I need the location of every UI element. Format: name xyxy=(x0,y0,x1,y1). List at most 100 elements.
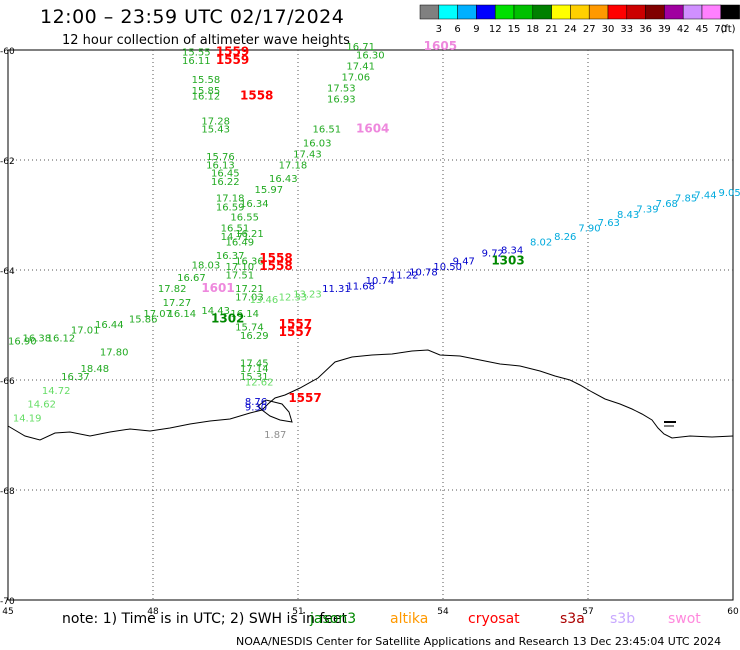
wave-height-label: 7.85 xyxy=(675,193,697,204)
color-scale-label: 33 xyxy=(620,24,633,35)
color-scale-label: 39 xyxy=(658,24,671,35)
wave-height-label: 15.55 xyxy=(182,48,211,59)
wave-height-label: 18.48 xyxy=(81,364,110,375)
coastline xyxy=(7,349,734,441)
color-scale-bar: 3 6 9 12 15 18 21 24 27 30 33 36 39 42 45 70(ft) xyxy=(419,4,740,35)
color-scale-label: 42 xyxy=(677,24,690,35)
color-scale-label: 27 xyxy=(583,24,596,35)
wave-height-label: 16.36 xyxy=(235,257,264,268)
wave-height-label: 17.07 xyxy=(143,309,172,320)
wave-height-label: 16.43 xyxy=(269,174,298,185)
lat-tick-label: -62 xyxy=(0,157,15,167)
satellite-legend-s3a: s3a xyxy=(560,611,585,627)
wave-height-label: 9.05 xyxy=(719,188,740,199)
wave-height-label: 16.30 xyxy=(356,50,385,61)
wave-height-label: 14.62 xyxy=(27,400,56,411)
wave-height-label: 10.74 xyxy=(366,276,395,287)
wave-height-label: 17.14 xyxy=(240,364,269,375)
wave-height-label: 16.44 xyxy=(95,320,124,331)
wave-height-label: 13.46 xyxy=(250,295,279,306)
lat-tick-label: -68 xyxy=(0,487,15,497)
wave-height-label: 16.03 xyxy=(303,138,332,149)
satellite-legend-jason3: jason3 xyxy=(310,611,357,627)
altimeter-map: 45 48 51 54 57 60 -60 -62 -64 -66 -68 -70 15.5516.11… xyxy=(0,39,740,617)
wave-height-label: 15.76 xyxy=(206,152,235,163)
wave-height-label: 14.19 xyxy=(13,413,42,424)
wave-height-label: 16.37 xyxy=(61,372,90,383)
wave-height-label: 14.71 xyxy=(221,232,250,243)
wave-height-label: 14.43 xyxy=(201,306,230,317)
wave-height-label: 18.03 xyxy=(192,260,221,271)
wave-height-label: 9.47 xyxy=(453,257,475,268)
wave-height-label: 16.93 xyxy=(327,94,356,105)
wave-height-label: 16.51 xyxy=(313,125,342,136)
wave-height-label: 10.78 xyxy=(409,268,438,279)
color-scale-label: 9 xyxy=(473,24,479,35)
wave-height-label: 11.68 xyxy=(346,281,375,292)
wave-height-label: 13.23 xyxy=(293,290,322,301)
lon-tick-label: 45 xyxy=(2,607,13,617)
wave-height-label: 15.31 xyxy=(240,372,269,383)
color-scale-unit: (ft) xyxy=(721,24,736,35)
pass-number-label: 1303 xyxy=(491,254,524,268)
lat-tick-label: -60 xyxy=(0,47,15,57)
wave-height-label: 15.58 xyxy=(192,75,221,86)
map-title: 12:00 – 23:59 UTC 02/17/2024 xyxy=(40,6,345,28)
lon-tick-label: 57 xyxy=(582,607,593,617)
lat-tick-label: -70 xyxy=(0,597,15,607)
pass-number-label: 1601 xyxy=(201,281,234,295)
wave-height-label: 7.68 xyxy=(656,199,678,210)
pass-number-label: 1558 xyxy=(240,89,273,103)
wave-height-label: 15.97 xyxy=(255,185,284,196)
wave-height-label: 16.29 xyxy=(240,331,269,342)
wave-height-label: 17.82 xyxy=(158,284,187,295)
wave-height-label: 16.22 xyxy=(211,177,240,188)
wave-height-label: 16.90 xyxy=(8,336,37,347)
map-frame xyxy=(7,49,734,601)
wave-height-label: 17.41 xyxy=(346,61,375,72)
wave-height-label: 17.80 xyxy=(100,347,129,358)
lat-tick-label: -64 xyxy=(0,267,15,277)
wave-height-label: 17.18 xyxy=(216,193,245,204)
wave-height-label: 16.11 xyxy=(182,56,211,67)
color-scale-label: 30 xyxy=(602,24,615,35)
lon-tick-label: 51 xyxy=(292,607,303,617)
wave-height-label: 7.90 xyxy=(578,224,600,235)
wave-height-label: 9.30 xyxy=(245,402,267,413)
color-scale-label: 12 xyxy=(489,24,502,35)
satellite-legend-altika: altika xyxy=(390,611,429,627)
wave-height-label: 16.67 xyxy=(177,273,206,284)
wave-height-label: 17.43 xyxy=(293,149,322,160)
satellite-legend-s3b: s3b xyxy=(610,611,636,627)
wave-height-label: 15.86 xyxy=(129,314,158,325)
color-scale-label: 21 xyxy=(545,24,558,35)
wave-height-label: 16.14 xyxy=(230,309,259,320)
lon-tick-label: 48 xyxy=(147,607,159,617)
pass-number-label: 1558 xyxy=(259,251,292,265)
pass-number-label: 1302 xyxy=(211,311,244,325)
wave-height-label: 10.50 xyxy=(433,262,462,273)
wave-height-label: 17.01 xyxy=(71,325,100,336)
color-scale-label: 18 xyxy=(526,24,539,35)
wave-height-label: 7.63 xyxy=(598,218,620,229)
wave-height-label: 11.31 xyxy=(322,284,351,295)
color-scale-label: 45 xyxy=(696,24,709,35)
color-scale-label: 24 xyxy=(564,24,577,35)
wave-height-label: 11.22 xyxy=(390,270,419,281)
wave-height-label: 14.72 xyxy=(42,386,71,397)
wave-height-label: 8.34 xyxy=(501,246,523,257)
pass-number-label: 1558 xyxy=(259,259,292,273)
color-scale-label: 15 xyxy=(508,24,521,35)
wave-height-label: 16.45 xyxy=(211,169,240,180)
wave-height-label: 12.62 xyxy=(245,378,274,389)
wave-height-label: 17.45 xyxy=(240,358,269,369)
wave-height-label: 1.87 xyxy=(264,430,286,441)
pass-number-label: 1604 xyxy=(356,122,389,136)
wave-height-label: 16.59 xyxy=(216,203,245,214)
wave-height-label: 15.74 xyxy=(235,323,264,334)
wave-height-label: 15.85 xyxy=(192,86,221,97)
pass-number-label: 1605 xyxy=(424,39,457,53)
color-scale-label: 6 xyxy=(454,24,460,35)
wave-height-label: 15.43 xyxy=(201,125,230,136)
